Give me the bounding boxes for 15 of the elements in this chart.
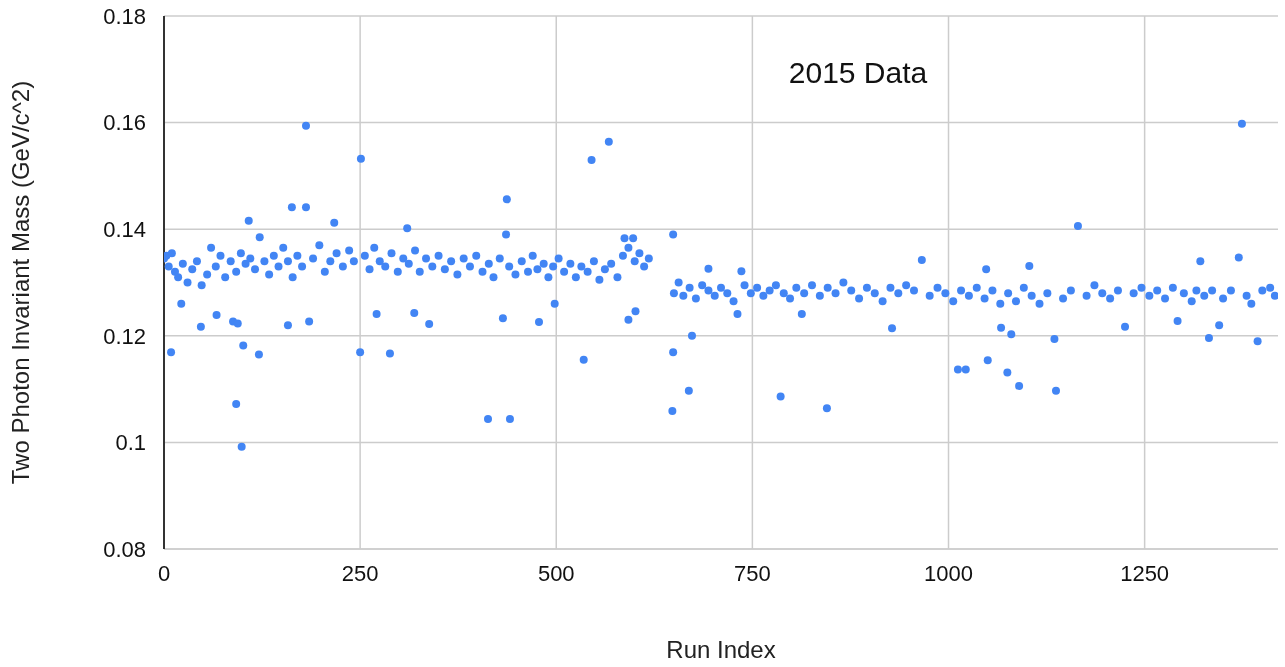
- y-tick-label: 0.18: [103, 3, 146, 29]
- x-tick-label: 1000: [924, 560, 973, 586]
- x-tick-label: 0: [157, 560, 171, 586]
- y-tick-label: 0.14: [103, 217, 146, 243]
- y-axis-title: Two Photon Invariant Mass (GeV/c^2): [6, 80, 34, 485]
- text: 2015 Data: [787, 56, 929, 90]
- y-tick-label: 0.12: [103, 323, 146, 349]
- x-tick-label: 750: [734, 560, 771, 586]
- x-tick-label: 500: [537, 560, 575, 586]
- x-tick-label: 1250: [1120, 560, 1170, 586]
- y-tick-label: 0.16: [103, 110, 146, 136]
- x-tick-label: 250: [341, 560, 379, 586]
- x-axis-title: Run Index: [666, 636, 776, 663]
- y-tick-label: 0.1: [115, 430, 146, 456]
- y-tick-label: 0.08: [103, 536, 146, 562]
